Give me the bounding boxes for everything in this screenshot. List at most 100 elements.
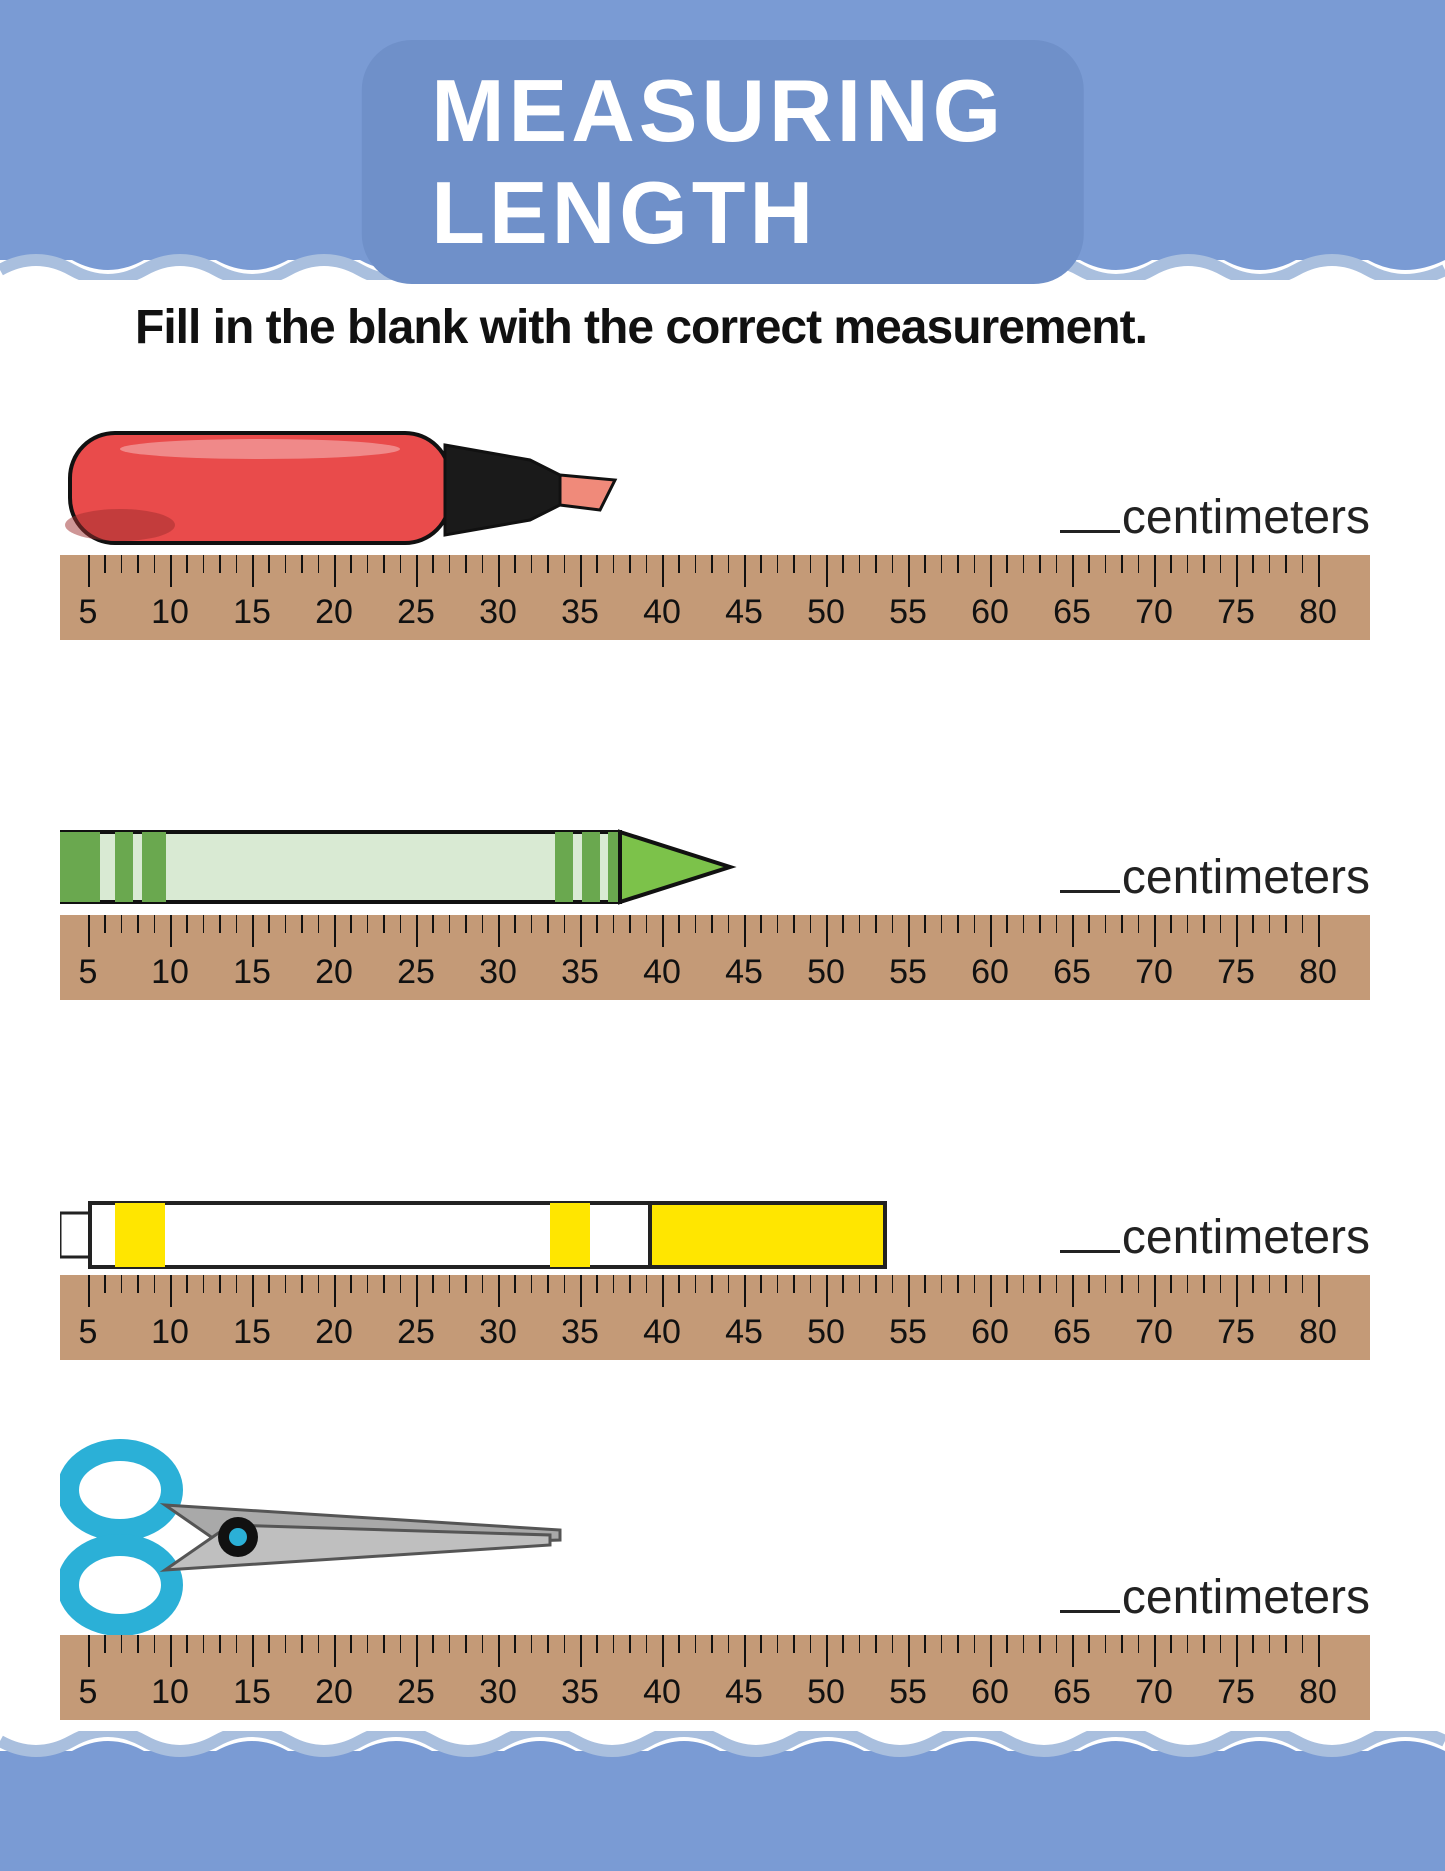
tick-minor — [1187, 915, 1189, 933]
tick-label: 5 — [79, 953, 98, 992]
tick-minor — [121, 1275, 123, 1293]
tick-major — [88, 555, 90, 587]
tick-label: 20 — [315, 1673, 353, 1712]
tick-major — [334, 1635, 336, 1667]
tick-minor — [957, 1635, 959, 1653]
tick-label: 60 — [971, 1313, 1009, 1352]
tick-major — [1072, 555, 1074, 587]
row-scissors: centimeters 5101520253035404550556065707… — [60, 1450, 1370, 1720]
tick-minor — [1121, 915, 1123, 933]
tick-label: 70 — [1135, 593, 1173, 632]
tick-label: 50 — [807, 593, 845, 632]
tick-label: 20 — [315, 593, 353, 632]
tick-minor — [1088, 915, 1090, 933]
tick-label: 70 — [1135, 1313, 1173, 1352]
tick-major — [990, 915, 992, 947]
tick-minor — [268, 555, 270, 573]
tick-minor — [1039, 915, 1041, 933]
tick-major — [1154, 915, 1156, 947]
tick-minor — [514, 1635, 516, 1653]
tick-major — [744, 1275, 746, 1307]
tick-minor — [974, 915, 976, 933]
tick-minor — [301, 555, 303, 573]
tick-label: 65 — [1053, 1313, 1091, 1352]
tick-label: 75 — [1217, 953, 1255, 992]
footer-wave — [0, 1731, 1445, 1771]
tick-minor — [646, 1275, 648, 1293]
tick-minor — [1121, 1275, 1123, 1293]
tick-label: 55 — [889, 953, 927, 992]
tick-label: 5 — [79, 1673, 98, 1712]
tick-label: 35 — [561, 1313, 599, 1352]
tick-minor — [301, 1635, 303, 1653]
tick-major — [170, 1635, 172, 1667]
scissors-icon — [60, 1485, 580, 1635]
tick-minor — [383, 915, 385, 933]
tick-label: 50 — [807, 1673, 845, 1712]
blank-input[interactable] — [1060, 530, 1120, 533]
tick-label: 15 — [233, 593, 271, 632]
tick-minor — [318, 1635, 320, 1653]
tick-minor — [1269, 555, 1271, 573]
ruler: 5101520253035404550556065707580 — [60, 1635, 1370, 1720]
tick-minor — [137, 1635, 139, 1653]
tick-minor — [957, 915, 959, 933]
tick-minor — [564, 1275, 566, 1293]
tick-minor — [1006, 1275, 1008, 1293]
tick-label: 50 — [807, 1313, 845, 1352]
tick-minor — [203, 1635, 205, 1653]
tick-minor — [1138, 1275, 1140, 1293]
tick-minor — [1170, 555, 1172, 573]
tick-minor — [203, 555, 205, 573]
tick-minor — [695, 555, 697, 573]
tick-minor — [1285, 1275, 1287, 1293]
tick-minor — [941, 1635, 943, 1653]
tick-label: 65 — [1053, 953, 1091, 992]
blank-input[interactable] — [1060, 1250, 1120, 1253]
tick-minor — [514, 915, 516, 933]
tick-label: 80 — [1299, 593, 1337, 632]
tick-major — [1318, 1635, 1320, 1667]
tick-major — [170, 555, 172, 587]
tick-minor — [1170, 1275, 1172, 1293]
tick-major — [580, 1635, 582, 1667]
tick-minor — [678, 915, 680, 933]
tick-major — [1318, 555, 1320, 587]
tick-minor — [1187, 555, 1189, 573]
tick-minor — [646, 915, 648, 933]
tick-minor — [842, 915, 844, 933]
ruler: 5101520253035404550556065707580 — [60, 1275, 1370, 1360]
tick-minor — [1220, 915, 1222, 933]
tick-minor — [1302, 555, 1304, 573]
blank-input[interactable] — [1060, 1610, 1120, 1613]
tick-major — [662, 915, 664, 947]
tick-minor — [1285, 915, 1287, 933]
tick-major — [1072, 1275, 1074, 1307]
tick-minor — [941, 915, 943, 933]
tick-minor — [1088, 555, 1090, 573]
unit-label: centimeters — [1122, 1571, 1370, 1624]
tick-minor — [154, 1635, 156, 1653]
tick-major — [1236, 915, 1238, 947]
tick-minor — [301, 915, 303, 933]
tick-minor — [547, 1635, 549, 1653]
blank-input[interactable] — [1060, 890, 1120, 893]
tick-label: 15 — [233, 1673, 271, 1712]
tick-label: 30 — [479, 953, 517, 992]
tick-label: 50 — [807, 953, 845, 992]
tick-minor — [711, 1275, 713, 1293]
tick-minor — [924, 915, 926, 933]
tick-major — [744, 555, 746, 587]
tick-label: 80 — [1299, 1673, 1337, 1712]
tick-minor — [629, 555, 631, 573]
tick-major — [498, 915, 500, 947]
tick-minor — [1187, 1275, 1189, 1293]
tick-minor — [1039, 1635, 1041, 1653]
tick-minor — [1269, 915, 1271, 933]
tick-minor — [629, 1275, 631, 1293]
tick-label: 65 — [1053, 1673, 1091, 1712]
tick-minor — [1203, 915, 1205, 933]
tick-minor — [974, 1635, 976, 1653]
instructions-text: Fill in the blank with the correct measu… — [135, 300, 1147, 355]
tick-minor — [793, 1275, 795, 1293]
